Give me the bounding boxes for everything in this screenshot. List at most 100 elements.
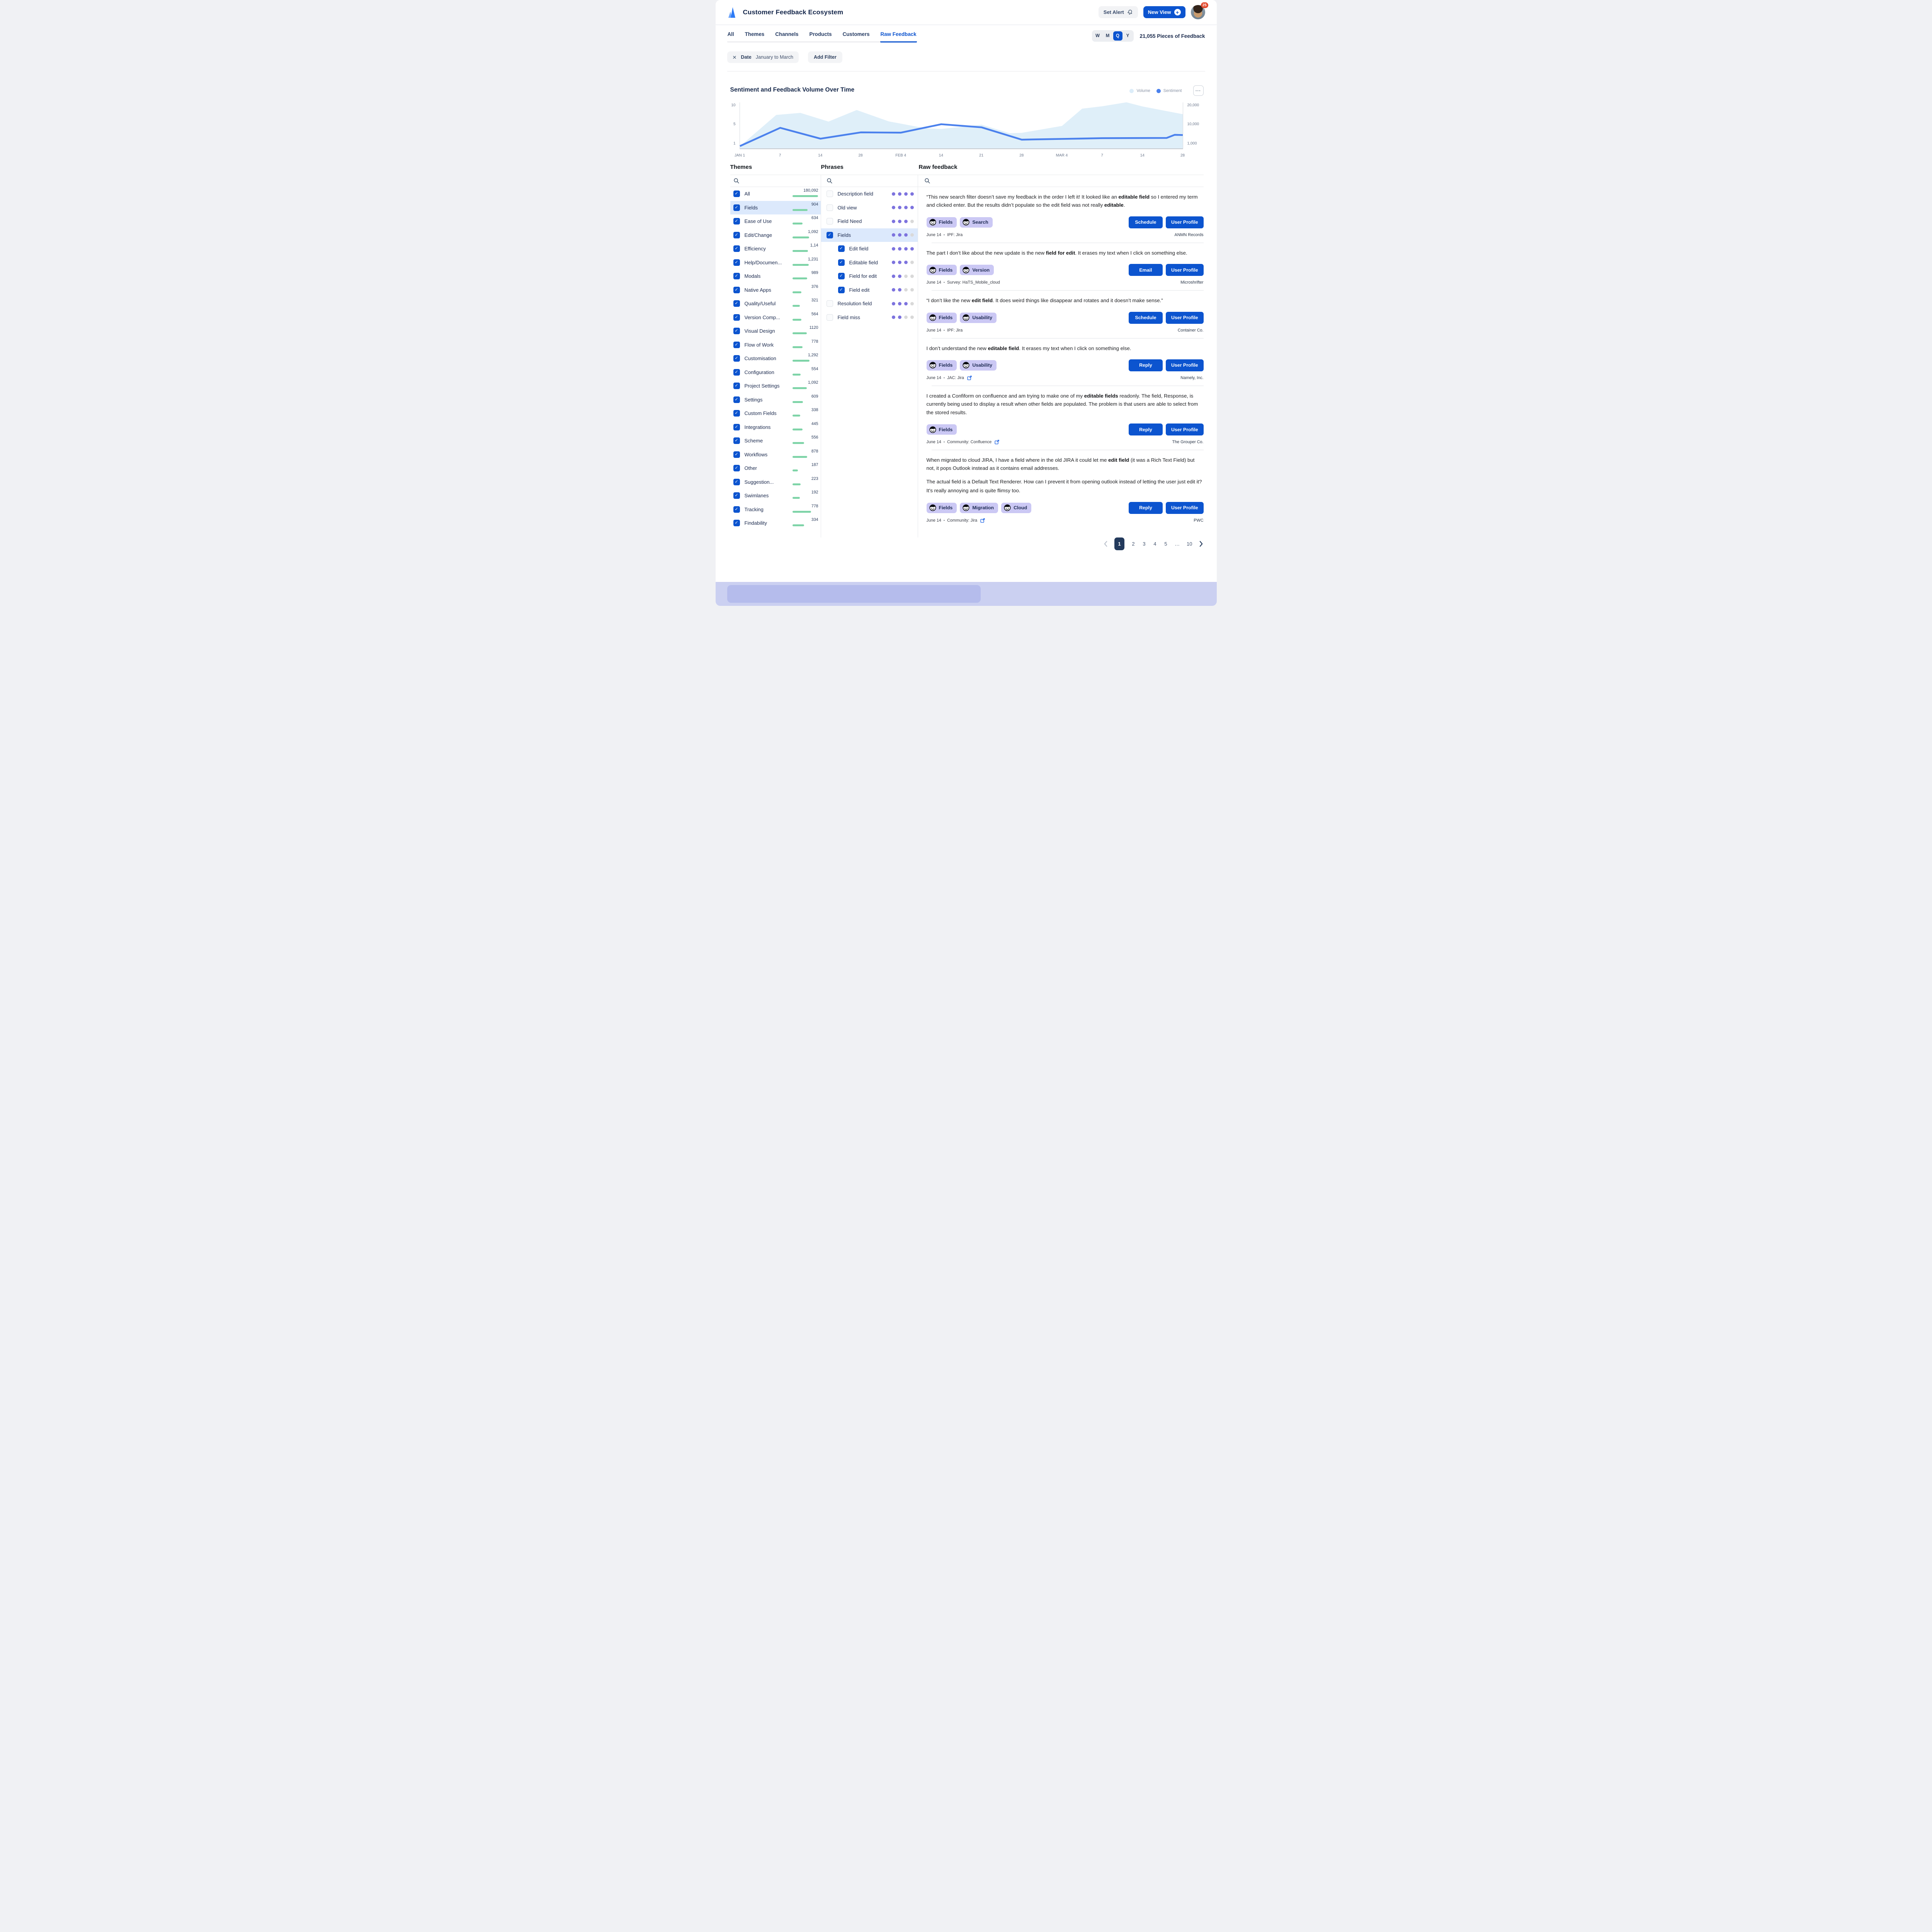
reply-button[interactable]: Reply xyxy=(1128,502,1163,514)
phrase-row-edit-field[interactable]: ✓ Edit field xyxy=(821,242,918,256)
period-y-button[interactable]: Y xyxy=(1126,34,1129,38)
previous-page-chevron-icon[interactable] xyxy=(1104,541,1107,547)
tab-themes[interactable]: Themes xyxy=(745,31,765,37)
themes-search-input[interactable] xyxy=(730,175,821,187)
legend-item-volume[interactable]: Volume xyxy=(1129,88,1150,93)
theme-row-project-settings[interactable]: ✓ Project Settings 1,092 xyxy=(730,379,821,393)
page-5[interactable]: 5 xyxy=(1164,541,1167,547)
tag-fields[interactable]: Fields xyxy=(926,265,957,276)
checkbox-checked[interactable]: ✓ xyxy=(826,231,833,238)
theme-row-configuration[interactable]: ✓ Configuration 554 xyxy=(730,366,821,379)
checkbox-checked[interactable]: ✓ xyxy=(733,190,740,197)
checkbox-checked[interactable]: ✓ xyxy=(838,259,845,266)
checkbox-checked[interactable]: ✓ xyxy=(733,328,740,335)
page-2[interactable]: 2 xyxy=(1132,541,1135,547)
theme-row-native-apps[interactable]: ✓ Native Apps 376 xyxy=(730,283,821,297)
phrase-row-fields[interactable]: ✓ Fields xyxy=(821,228,918,242)
checkbox-checked[interactable]: ✓ xyxy=(838,245,845,252)
checkbox-checked[interactable]: ✓ xyxy=(733,369,740,376)
user-profile-button[interactable]: User Profile xyxy=(1165,423,1204,435)
theme-row-other[interactable]: ✓ Other 187 xyxy=(730,461,821,475)
theme-row-suggestion[interactable]: ✓ Suggestion... 223 xyxy=(730,475,821,489)
tab-all[interactable]: All xyxy=(727,31,734,37)
next-page-chevron-icon[interactable] xyxy=(1199,541,1203,547)
checkbox-checked[interactable]: ✓ xyxy=(733,286,740,293)
phrases-search-input[interactable] xyxy=(821,175,918,187)
page-4[interactable]: 4 xyxy=(1153,541,1156,547)
theme-row-findability[interactable]: ✓ Findability 334 xyxy=(730,516,821,530)
period-m-button[interactable]: M xyxy=(1105,34,1110,38)
phrase-row-old-view[interactable]: Old view xyxy=(821,201,918,215)
theme-row-all[interactable]: ✓ All 180,092 xyxy=(730,187,821,201)
avatar[interactable]: 25 xyxy=(1190,2,1208,19)
tag-usability[interactable]: Usability xyxy=(960,312,997,323)
checkbox-checked[interactable]: ✓ xyxy=(733,520,740,527)
reply-button[interactable]: Reply xyxy=(1128,359,1163,371)
theme-row-version-comp[interactable]: ✓ Version Comp... 564 xyxy=(730,311,821,325)
checkbox-checked[interactable]: ✓ xyxy=(733,465,740,472)
checkbox-checked[interactable]: ✓ xyxy=(838,273,845,280)
checkbox-checked[interactable]: ✓ xyxy=(733,300,740,307)
checkbox-unchecked[interactable] xyxy=(826,300,833,307)
phrase-row-resolution-field[interactable]: Resolution field xyxy=(821,297,918,311)
checkbox-checked[interactable]: ✓ xyxy=(733,383,740,389)
phrase-row-field-for-edit[interactable]: ✓ Field for edit xyxy=(821,269,918,283)
schedule-button[interactable]: Schedule xyxy=(1128,311,1163,324)
checkbox-checked[interactable]: ✓ xyxy=(733,314,740,321)
period-w-button[interactable]: W xyxy=(1095,34,1100,38)
theme-row-scheme[interactable]: ✓ Scheme 556 xyxy=(730,434,821,448)
user-profile-button[interactable]: User Profile xyxy=(1165,264,1204,276)
theme-row-flow-of-work[interactable]: ✓ Flow of Work 778 xyxy=(730,338,821,352)
checkbox-unchecked[interactable] xyxy=(826,204,833,211)
checkbox-checked[interactable]: ✓ xyxy=(733,423,740,430)
user-profile-button[interactable]: User Profile xyxy=(1165,359,1204,371)
theme-row-custom-fields[interactable]: ✓ Custom Fields 338 xyxy=(730,406,821,420)
checkbox-checked[interactable]: ✓ xyxy=(733,259,740,266)
external-link-icon[interactable] xyxy=(995,440,999,444)
tag-search[interactable]: Search xyxy=(960,217,993,228)
date-filter-chip[interactable]: ✕ Date January to March xyxy=(727,51,799,63)
checkbox-checked[interactable]: ✓ xyxy=(733,437,740,444)
reply-button[interactable]: Reply xyxy=(1128,423,1163,435)
checkbox-checked[interactable]: ✓ xyxy=(733,231,740,238)
tag-fields[interactable]: Fields xyxy=(926,217,957,228)
phrase-row-field-need[interactable]: Field Need xyxy=(821,214,918,228)
external-link-icon[interactable] xyxy=(980,518,985,523)
theme-row-quality-useful[interactable]: ✓ Quality/Useful 321 xyxy=(730,297,821,311)
schedule-button[interactable]: Schedule xyxy=(1128,216,1163,228)
user-profile-button[interactable]: User Profile xyxy=(1165,502,1204,514)
theme-row-customisation[interactable]: ✓ Customisation 1,292 xyxy=(730,352,821,366)
checkbox-checked[interactable]: ✓ xyxy=(733,410,740,417)
legend-item-sentiment[interactable]: Sentiment xyxy=(1156,88,1182,93)
phrase-row-editable-field[interactable]: ✓ Editable field xyxy=(821,256,918,270)
checkbox-unchecked[interactable] xyxy=(826,314,833,321)
theme-row-visual-design[interactable]: ✓ Visual Design 1120 xyxy=(730,324,821,338)
new-view-button[interactable]: New View + xyxy=(1143,6,1185,18)
theme-row-efficiency[interactable]: ✓ Efficiency 1,14 xyxy=(730,242,821,256)
chart-more-button[interactable]: ••• xyxy=(1193,85,1204,96)
tag-fields[interactable]: Fields xyxy=(926,312,957,323)
phrase-row-field-miss[interactable]: Field miss xyxy=(821,311,918,325)
theme-row-swimlanes[interactable]: ✓ Swimlanes 192 xyxy=(730,489,821,503)
tab-channels[interactable]: Channels xyxy=(775,31,799,37)
phrase-row-description-field[interactable]: Description field xyxy=(821,187,918,201)
page-3[interactable]: 3 xyxy=(1143,541,1146,547)
checkbox-checked[interactable]: ✓ xyxy=(733,396,740,403)
tag-version[interactable]: Version xyxy=(960,265,994,276)
page-1-active[interactable]: 1 xyxy=(1114,537,1125,550)
theme-row-settings[interactable]: ✓ Settings 609 xyxy=(730,393,821,407)
tag-fields[interactable]: Fields xyxy=(926,502,957,513)
theme-row-edit-change[interactable]: ✓ Edit/Change 1,092 xyxy=(730,228,821,242)
tab-products[interactable]: Products xyxy=(809,31,832,37)
checkbox-checked[interactable]: ✓ xyxy=(733,451,740,458)
checkbox-checked[interactable]: ✓ xyxy=(733,218,740,225)
checkbox-checked[interactable]: ✓ xyxy=(733,492,740,499)
raw-feedback-search-input[interactable] xyxy=(918,175,1204,187)
tag-migration[interactable]: Migration xyxy=(960,502,998,513)
period-q-button[interactable]: Q xyxy=(1113,31,1122,41)
checkbox-checked[interactable]: ✓ xyxy=(733,478,740,485)
theme-row-integrations[interactable]: ✓ Integrations 445 xyxy=(730,420,821,434)
checkbox-checked[interactable]: ✓ xyxy=(733,273,740,280)
tag-usability[interactable]: Usability xyxy=(960,360,997,371)
tag-fields[interactable]: Fields xyxy=(926,360,957,371)
